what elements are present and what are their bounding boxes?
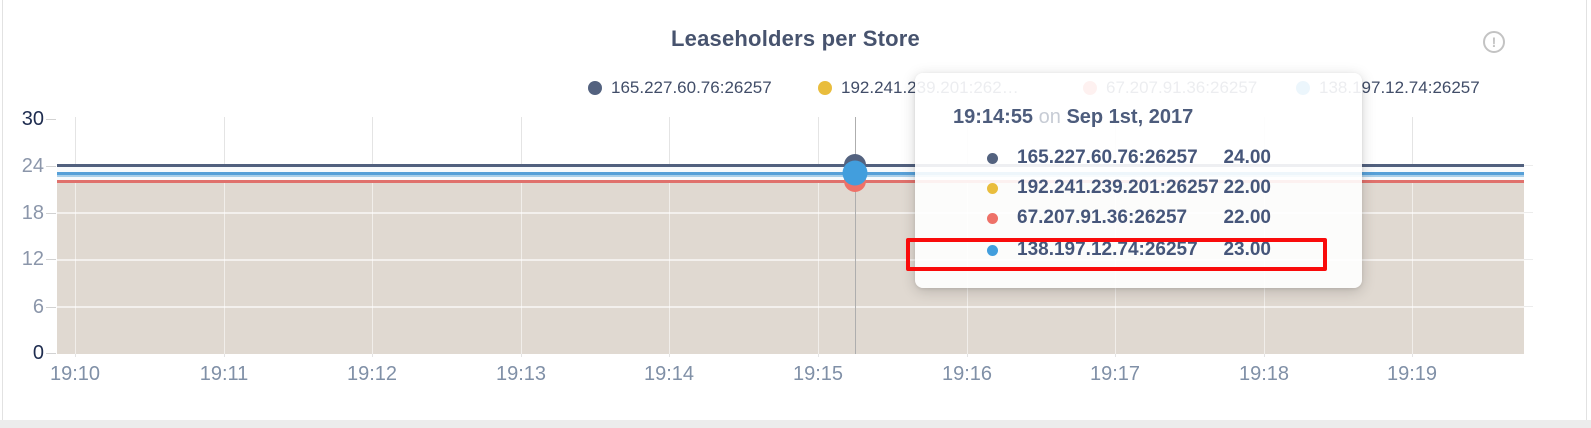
x-axis-label: 19:17 bbox=[1089, 363, 1141, 385]
series-line-node4 bbox=[57, 172, 1524, 175]
vertical-gridline-on-fill bbox=[372, 183, 373, 354]
vertical-gridline-on-fill bbox=[1412, 183, 1413, 354]
tooltip-row-node2: 192.241.239.201:26257 22.00 bbox=[953, 176, 1362, 200]
tooltip-label-node3: 67.207.91.36:26257 bbox=[1017, 207, 1188, 228]
y-tick bbox=[46, 259, 56, 260]
legend-item-node1[interactable]: 165.227.60.76:26257 bbox=[588, 78, 772, 98]
x-axis-label: 19:10 bbox=[49, 363, 101, 385]
hover-dot-node4 bbox=[842, 160, 868, 186]
gridline-stub bbox=[1524, 259, 1533, 260]
y-tick bbox=[46, 166, 56, 167]
tooltip-dot-node2 bbox=[987, 183, 998, 194]
x-axis-label: 19:16 bbox=[941, 363, 993, 385]
tooltip-value-node1: 24.00 bbox=[1223, 147, 1271, 168]
tooltip-time: 19:14:55 bbox=[953, 106, 1034, 128]
x-axis-label: 19:15 bbox=[792, 363, 844, 385]
horizontal-gridline-12 bbox=[57, 259, 1524, 261]
tooltip-date: Sep 1st, 2017 bbox=[1066, 106, 1194, 128]
tooltip-value-node2: 22.00 bbox=[1223, 177, 1271, 198]
x-axis-label: 19:18 bbox=[1238, 363, 1290, 385]
series-line-node3 bbox=[57, 180, 1524, 183]
tooltip-dot-node4 bbox=[987, 245, 998, 256]
y-tick bbox=[46, 213, 56, 214]
y-tick bbox=[46, 353, 56, 354]
info-icon-glyph: ! bbox=[1491, 34, 1497, 50]
hover-guideline bbox=[855, 117, 856, 354]
tooltip-timestamp: 19:14:55 on Sep 1st, 2017 bbox=[953, 106, 1193, 129]
tooltip-value-node3: 22.00 bbox=[1223, 207, 1271, 228]
y-axis-label-0: 0 bbox=[32, 342, 44, 364]
x-axis-label: 19:12 bbox=[346, 363, 398, 385]
y-axis-label-30: 30 bbox=[21, 108, 44, 130]
tooltip-dot-node3 bbox=[987, 213, 998, 224]
tooltip-label-node2: 192.241.239.201:26257 bbox=[1017, 177, 1219, 198]
vertical-gridline-on-fill bbox=[75, 183, 76, 354]
horizontal-gridline-6 bbox=[57, 306, 1524, 308]
y-axis-label-24: 24 bbox=[21, 155, 44, 177]
series-line-node4-edge bbox=[57, 175, 1524, 177]
tooltip-on-word: on bbox=[1038, 106, 1061, 128]
gridline-stub bbox=[1524, 212, 1533, 213]
tooltip-row-node4: 138.197.12.74:26257 23.00 bbox=[953, 238, 1362, 262]
gridline-stub bbox=[1524, 165, 1533, 166]
vertical-gridline-on-fill bbox=[669, 183, 670, 354]
x-axis-label: 19:19 bbox=[1386, 363, 1438, 385]
x-axis-label: 19:11 bbox=[199, 363, 249, 385]
vertical-gridline-on-fill bbox=[224, 183, 225, 354]
gridline-stub bbox=[1524, 306, 1533, 307]
x-axis-label: 19:13 bbox=[495, 363, 547, 385]
page-background-strip bbox=[0, 420, 1591, 428]
legend-dot-node2 bbox=[818, 81, 832, 95]
y-axis-label-12: 12 bbox=[21, 248, 44, 270]
vertical-gridline-on-fill bbox=[818, 183, 819, 354]
horizontal-gridline-18 bbox=[57, 212, 1524, 214]
card-right-edge bbox=[1586, 0, 1587, 420]
y-axis-label-18: 18 bbox=[21, 202, 44, 224]
legend-dot-node1 bbox=[588, 81, 602, 95]
info-icon[interactable]: ! bbox=[1483, 31, 1505, 53]
series-line-node1 bbox=[57, 164, 1524, 167]
tooltip-row-node3: 67.207.91.36:26257 22.00 bbox=[953, 206, 1362, 230]
tooltip-label-node4: 138.197.12.74:26257 bbox=[1017, 239, 1198, 260]
tooltip-row-node1: 165.227.60.76:26257 24.00 bbox=[953, 146, 1362, 170]
y-tick bbox=[46, 119, 56, 120]
card-left-edge bbox=[2, 0, 3, 420]
legend-label-node1: 165.227.60.76:26257 bbox=[611, 78, 772, 97]
tooltip-dot-node1 bbox=[987, 153, 998, 164]
x-axis-label: 19:14 bbox=[643, 363, 695, 385]
y-axis-label-6: 6 bbox=[32, 296, 44, 318]
legend-item-node2[interactable]: 192.241.239.201:26257 bbox=[818, 78, 1019, 98]
chart-tooltip: 19:14:55 on Sep 1st, 2017 165.227.60.76:… bbox=[915, 73, 1362, 288]
vertical-gridline-on-fill bbox=[521, 183, 522, 354]
y-tick bbox=[46, 307, 56, 308]
chart-title: Leaseholders per Store bbox=[671, 26, 920, 51]
tooltip-label-node1: 165.227.60.76:26257 bbox=[1017, 147, 1198, 168]
tooltip-value-node4: 23.00 bbox=[1223, 239, 1271, 260]
